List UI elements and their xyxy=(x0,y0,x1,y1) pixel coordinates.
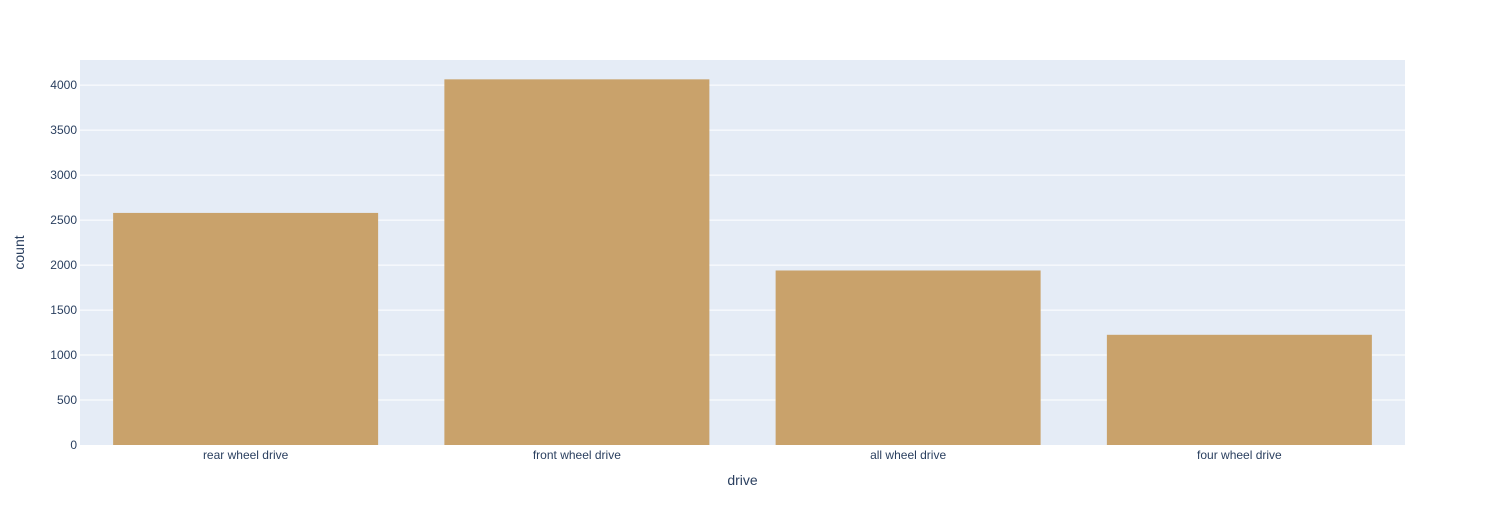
x-axis-title: drive xyxy=(727,472,758,488)
bar-rear-wheel-drive xyxy=(113,212,379,445)
y-tick-label: 1500 xyxy=(50,303,77,317)
y-tick-label: 2000 xyxy=(50,258,77,272)
x-tick-label: rear wheel drive xyxy=(203,448,289,462)
x-axis-ticks: rear wheel drive front wheel drive all whe… xyxy=(203,448,1282,462)
bar-front-wheel-drive xyxy=(444,79,710,445)
x-tick-label: all wheel drive xyxy=(870,448,946,462)
y-axis-ticks: 0 500 1000 1500 2000 2500 3000 3500 4000 xyxy=(50,78,77,452)
bars xyxy=(113,79,1372,445)
y-tick-label: 2500 xyxy=(50,213,77,227)
y-tick-label: 4000 xyxy=(50,78,77,92)
y-axis-title: count xyxy=(11,235,27,269)
bar-all-wheel-drive xyxy=(775,270,1041,445)
y-tick-label: 1000 xyxy=(50,348,77,362)
x-tick-label: four wheel drive xyxy=(1197,448,1282,462)
y-tick-label: 3000 xyxy=(50,168,77,182)
y-tick-label: 0 xyxy=(70,438,77,452)
x-tick-label: front wheel drive xyxy=(533,448,621,462)
bar-four-wheel-drive xyxy=(1106,334,1372,445)
y-tick-label: 500 xyxy=(57,393,77,407)
y-tick-label: 3500 xyxy=(50,123,77,137)
